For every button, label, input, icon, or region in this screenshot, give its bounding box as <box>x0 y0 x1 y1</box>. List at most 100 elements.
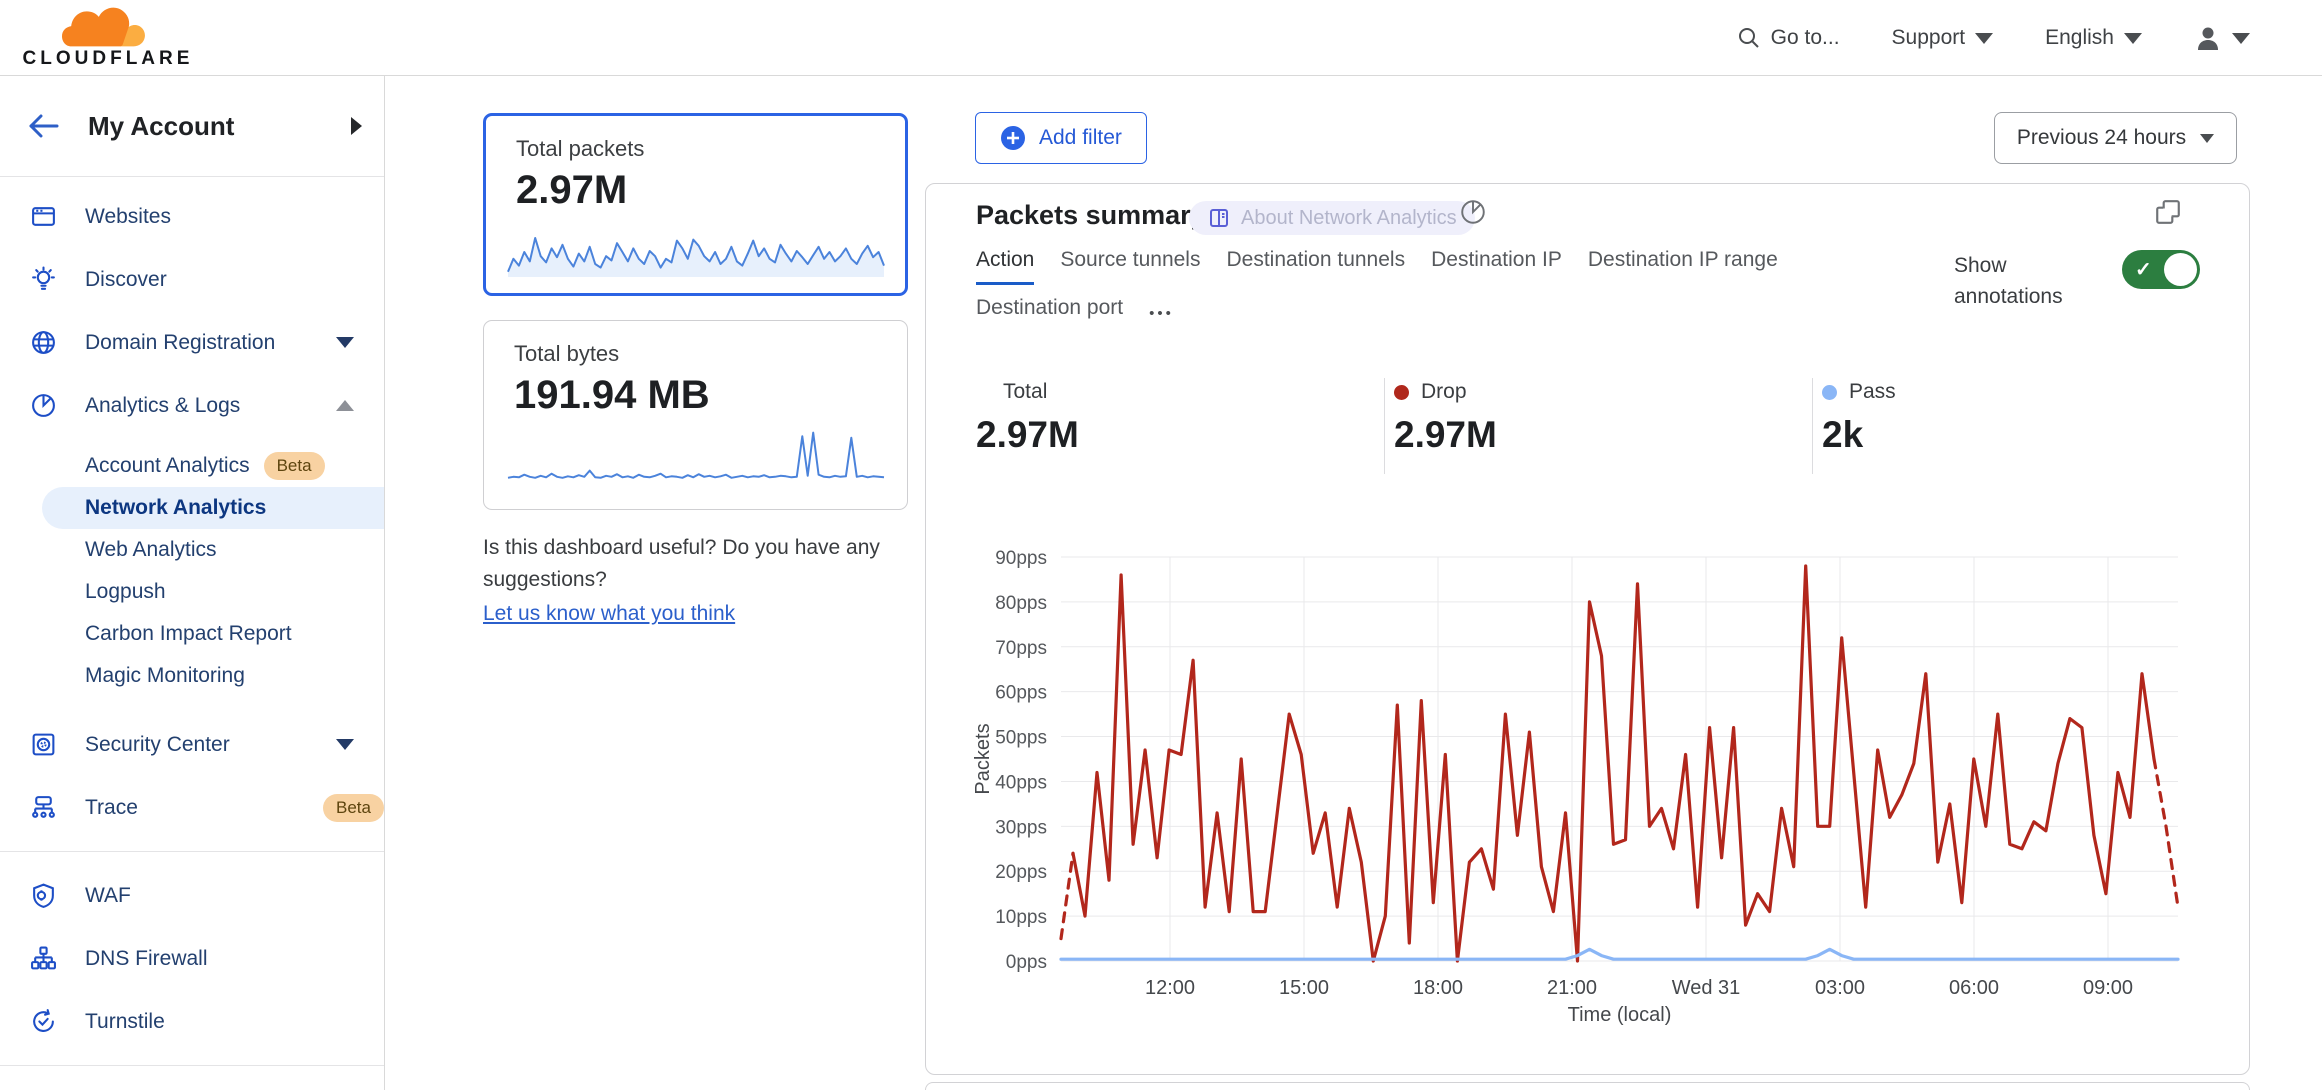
sidebar-item-account-analytics[interactable]: Account Analytics Beta <box>0 445 384 487</box>
badge-label: About Network Analytics <box>1241 206 1457 229</box>
show-annotations-toggle[interactable]: ✓ <box>2122 250 2200 289</box>
add-filter-button[interactable]: Add filter <box>975 112 1147 164</box>
sidebar-item-label: DNS Firewall <box>85 946 208 970</box>
stat-divider <box>1384 378 1385 474</box>
sidebar-item-logpush[interactable]: Logpush <box>0 571 384 613</box>
pass-dot <box>1822 384 1837 400</box>
sidebar-item-security-center[interactable]: Security Center <box>0 713 384 776</box>
svg-text:50pps: 50pps <box>995 728 1047 749</box>
account-header: My Account <box>0 76 384 177</box>
sidebar-item-network-analytics[interactable]: Network Analytics <box>42 487 384 529</box>
sidebar-item-domain-registration[interactable]: Domain Registration <box>0 311 384 374</box>
expand-copy-icon[interactable] <box>2154 198 2182 226</box>
about-network-analytics-badge[interactable]: About Network Analytics <box>1189 201 1475 235</box>
svg-text:Packets: Packets <box>972 723 994 794</box>
tab-destination-ip-range[interactable]: Destination IP range <box>1587 248 1778 271</box>
sidebar-item-websites[interactable]: Websites <box>0 185 384 248</box>
account-menu[interactable] <box>2194 24 2250 52</box>
sidebar-item-magic-monitoring[interactable]: Magic Monitoring <box>0 655 384 697</box>
time-range-label: Previous 24 hours <box>2016 126 2187 149</box>
beta-badge: Beta <box>263 452 325 480</box>
total-packets-card[interactable]: Total packets 2.97M <box>483 113 908 296</box>
svg-text:0pps: 0pps <box>1006 952 1047 973</box>
sidebar-item-waf[interactable]: WAF <box>0 864 384 927</box>
svg-text:60pps: 60pps <box>995 683 1047 704</box>
sidebar-divider <box>0 851 384 852</box>
sidebar-item-partial[interactable] <box>0 1078 384 1090</box>
account-name[interactable]: My Account <box>88 110 235 141</box>
sidebar-item-web-analytics[interactable]: Web Analytics <box>0 529 384 571</box>
stat-label: Pass <box>1849 380 1896 403</box>
sidebar-item-discover[interactable]: Discover <box>0 248 384 311</box>
hierarchy-icon <box>30 945 57 972</box>
chevron-right-icon[interactable] <box>351 117 362 135</box>
beta-badge: Beta <box>323 793 384 822</box>
svg-text:12:00: 12:00 <box>1145 977 1195 999</box>
packets-sparkline <box>506 237 885 277</box>
drop-dot <box>1394 384 1409 400</box>
sub-item-label: Network Analytics <box>85 496 267 519</box>
svg-text:Time (local): Time (local) <box>1568 1004 1672 1026</box>
svg-text:20pps: 20pps <box>995 862 1047 883</box>
sidebar-item-label: WAF <box>85 883 131 907</box>
sidebar-item-label: Domain Registration <box>85 330 276 354</box>
card-value: 2.97M <box>516 168 628 212</box>
trace-icon <box>30 794 57 821</box>
sidebar-item-label: Websites <box>85 204 171 228</box>
sidebar-item-trace[interactable]: Trace Beta <box>0 776 384 839</box>
sidebar-item-carbon-impact-report[interactable]: Carbon Impact Report <box>0 613 384 655</box>
feedback-question-2: suggestions? <box>483 568 607 591</box>
svg-text:40pps: 40pps <box>995 772 1047 793</box>
svg-text:15:00: 15:00 <box>1279 977 1329 999</box>
tab-destination-port[interactable]: Destination port <box>976 296 1124 319</box>
time-range-dropdown[interactable]: Previous 24 hours <box>1994 112 2237 164</box>
sidebar-item-label: Turnstile <box>85 1009 165 1033</box>
feedback-question: Is this dashboard useful? Do you have an… <box>483 536 880 559</box>
back-arrow-icon[interactable] <box>26 111 60 141</box>
bytes-sparkline <box>507 431 884 479</box>
sidebar-divider <box>0 1065 384 1066</box>
browser-icon <box>30 203 57 230</box>
stat-value: 2.97M <box>976 414 1079 455</box>
sidebar-item-turnstile[interactable]: Turnstile <box>0 990 384 1053</box>
pie-chart-icon[interactable] <box>1459 198 1487 226</box>
feedback-link[interactable]: Let us know what you think <box>483 602 736 625</box>
chevron-down-icon <box>2232 32 2250 44</box>
stat-divider <box>1812 378 1813 474</box>
refresh-check-icon <box>30 1008 57 1035</box>
packets-summary-panel: Packets summary About Network Analytics … <box>925 183 2250 1075</box>
card-title: Total packets <box>516 136 645 161</box>
support-menu[interactable]: Support <box>1892 26 1994 50</box>
sidebar-item-label: Trace <box>85 795 138 819</box>
cloudflare-logo[interactable]: CLOUDFLARE <box>18 4 198 70</box>
add-filter-label: Add filter <box>1039 126 1122 149</box>
more-tabs-button[interactable]: ••• <box>1149 304 1174 322</box>
svg-text:30pps: 30pps <box>995 817 1047 838</box>
chevron-down-icon <box>336 739 354 750</box>
sidebar-item-label: Security Center <box>85 732 230 756</box>
language-menu[interactable]: English <box>2045 26 2142 50</box>
goto-search[interactable]: Go to... <box>1737 26 1840 50</box>
chevron-down-icon <box>336 337 354 348</box>
tab-destination-tunnels[interactable]: Destination tunnels <box>1226 248 1406 271</box>
sidebar-item-analytics-logs[interactable]: Analytics & Logs <box>0 374 384 437</box>
stat-value: 2k <box>1822 414 1864 455</box>
sub-item-label: Account Analytics <box>85 454 250 477</box>
cloudflare-wordmark: CLOUDFLARE <box>22 48 194 69</box>
chevron-down-icon <box>1975 32 1994 44</box>
svg-text:18:00: 18:00 <box>1413 977 1463 999</box>
sidebar-item-dns-firewall[interactable]: DNS Firewall <box>0 927 384 990</box>
sub-item-label: Logpush <box>85 580 166 603</box>
chevron-down-icon <box>2200 133 2215 143</box>
svg-text:06:00: 06:00 <box>1949 977 1999 999</box>
sidebar-item-label: Analytics & Logs <box>85 393 241 417</box>
shield-icon <box>30 882 57 909</box>
book-icon <box>1210 209 1228 227</box>
total-bytes-card[interactable]: Total bytes 191.94 MB <box>483 320 908 510</box>
tab-source-tunnels[interactable]: Source tunnels <box>1060 248 1201 271</box>
tab-action[interactable]: Action <box>976 248 1035 285</box>
stats-row: Total 2.97M Drop 2.97M Pass 2k <box>926 378 2251 480</box>
language-label: English <box>2045 26 2114 49</box>
globe-icon <box>30 329 57 356</box>
tab-destination-ip[interactable]: Destination IP <box>1431 248 1562 271</box>
